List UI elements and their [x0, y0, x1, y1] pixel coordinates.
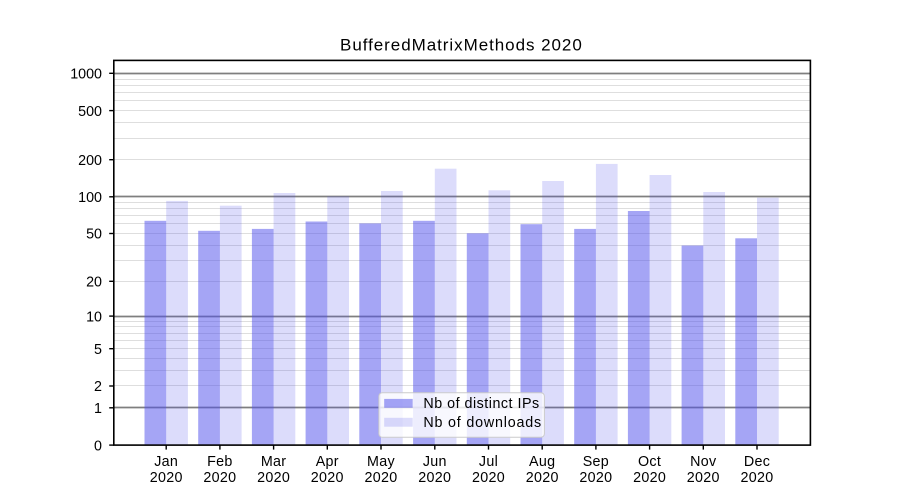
- svg-text:2020: 2020: [579, 470, 612, 486]
- svg-text:2020: 2020: [740, 470, 773, 486]
- svg-text:Jul: Jul: [479, 454, 498, 470]
- svg-text:2020: 2020: [203, 470, 236, 486]
- svg-text:Dec: Dec: [744, 454, 770, 470]
- svg-text:2020: 2020: [633, 470, 666, 486]
- svg-text:2020: 2020: [418, 470, 451, 486]
- svg-text:Nb of downloads: Nb of downloads: [423, 415, 542, 431]
- svg-text:May: May: [367, 454, 395, 470]
- svg-text:100: 100: [78, 190, 102, 206]
- svg-text:10: 10: [86, 309, 102, 325]
- svg-text:Aug: Aug: [529, 454, 555, 470]
- svg-text:0: 0: [94, 438, 102, 454]
- svg-text:500: 500: [78, 104, 102, 120]
- svg-text:Nb of distinct IPs: Nb of distinct IPs: [423, 396, 539, 412]
- svg-text:200: 200: [78, 153, 102, 169]
- svg-text:Oct: Oct: [638, 454, 661, 470]
- svg-text:BufferedMatrixMethods 2020: BufferedMatrixMethods 2020: [340, 36, 583, 55]
- svg-text:Nov: Nov: [690, 454, 717, 470]
- svg-text:2: 2: [94, 379, 102, 395]
- svg-text:1: 1: [94, 401, 102, 417]
- svg-text:Jan: Jan: [154, 454, 178, 470]
- svg-text:50: 50: [86, 227, 102, 243]
- svg-text:Feb: Feb: [207, 454, 233, 470]
- svg-text:2020: 2020: [687, 470, 720, 486]
- svg-text:1000: 1000: [70, 67, 102, 83]
- svg-text:2020: 2020: [257, 470, 290, 486]
- svg-text:Apr: Apr: [316, 454, 339, 470]
- svg-text:5: 5: [94, 342, 102, 358]
- svg-text:2020: 2020: [364, 470, 397, 486]
- svg-text:2020: 2020: [311, 470, 344, 486]
- svg-text:2020: 2020: [472, 470, 505, 486]
- svg-text:Mar: Mar: [261, 454, 287, 470]
- svg-text:2020: 2020: [526, 470, 559, 486]
- svg-text:Jun: Jun: [423, 454, 447, 470]
- svg-text:20: 20: [86, 275, 102, 291]
- svg-text:2020: 2020: [150, 470, 183, 486]
- svg-text:Sep: Sep: [583, 454, 609, 470]
